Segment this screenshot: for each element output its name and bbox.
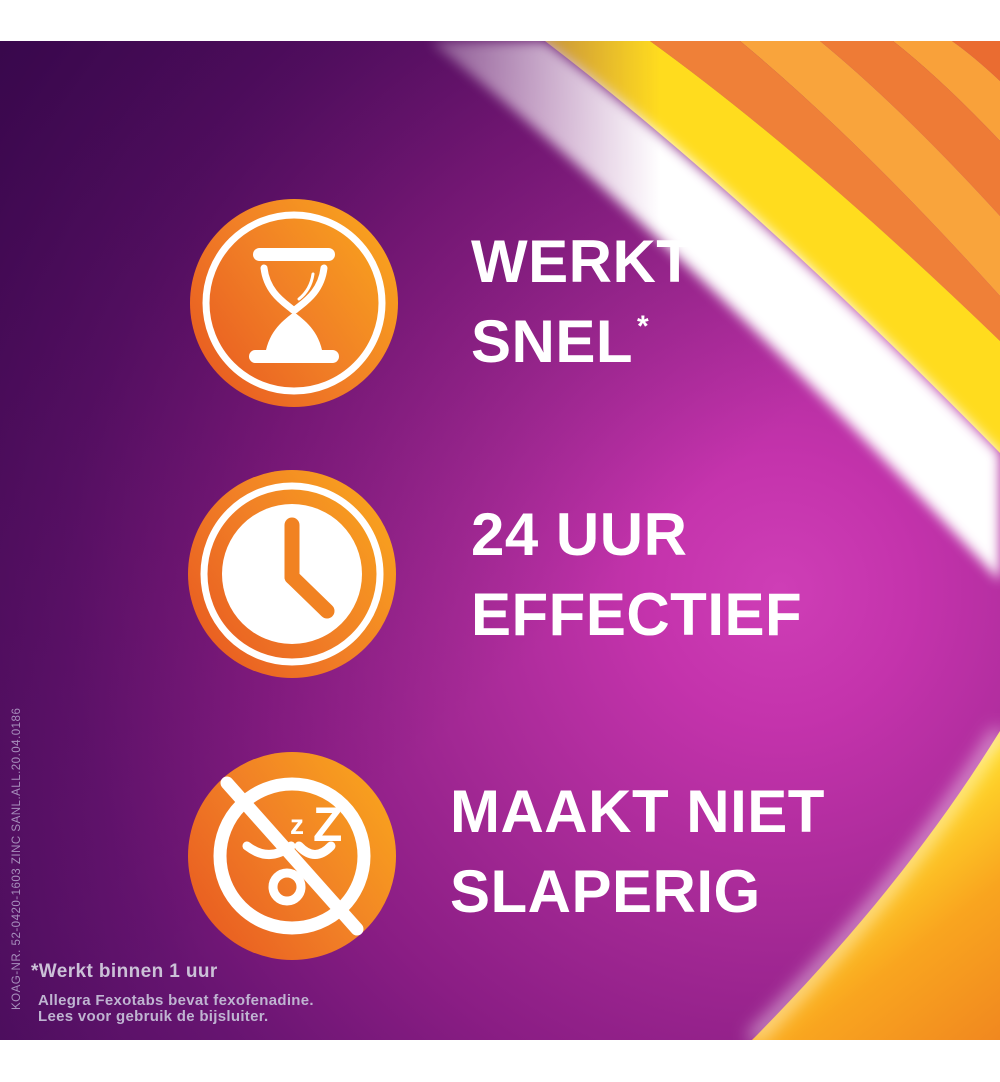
feature-line1: MAAKT NIET	[450, 778, 825, 845]
legal-text: Allegra Fexotabs bevat fexofenadine. Lee…	[38, 993, 314, 1025]
ray-light-2	[740, 41, 1000, 296]
legal-line-2: Lees voor gebruik de bijsluiter.	[38, 1008, 269, 1025]
clock-icon	[188, 470, 396, 678]
background-art	[0, 41, 1000, 1040]
feature-line2: EFFECTIEF	[471, 581, 803, 648]
feature-line1: 24 UUR	[471, 501, 688, 568]
feature-line2: SNEL *	[471, 302, 693, 393]
top-white-band	[0, 0, 1000, 41]
footnote: *Werkt binnen 1 uur	[31, 961, 218, 982]
legal-line-1: Allegra Fexotabs bevat fexofenadine.	[38, 992, 314, 1009]
feature-24-uur-effectief: 24 UUR EFFECTIEF	[471, 495, 802, 655]
small-z-letter: z	[290, 809, 304, 840]
hourglass-icon	[190, 199, 398, 407]
bottom-right-swoosh	[752, 731, 1000, 1040]
ray-light-1	[893, 41, 1000, 141]
bottom-right-glow	[748, 728, 1000, 1040]
feature-werkt-snel: WERKT SNEL *	[471, 222, 693, 393]
registration-number: KOAG-NR. 52-0420-1603 ZINC SANL.ALL.20.0…	[11, 707, 23, 1010]
big-z-letter: Z	[313, 799, 342, 852]
ray-dark-1	[820, 41, 1000, 216]
sunray-fan	[430, 41, 1000, 581]
bottom-white-band	[0, 1040, 1000, 1082]
feature-line1: WERKT	[471, 228, 694, 295]
feature-maakt-niet-slaperig: MAAKT NIET SLAPERIG	[450, 772, 825, 932]
asterisk: *	[637, 310, 649, 343]
no-drowsiness-icon: z Z	[188, 752, 396, 960]
ray-corner	[952, 41, 1000, 81]
feature-line2: SLAPERIG	[450, 858, 761, 925]
